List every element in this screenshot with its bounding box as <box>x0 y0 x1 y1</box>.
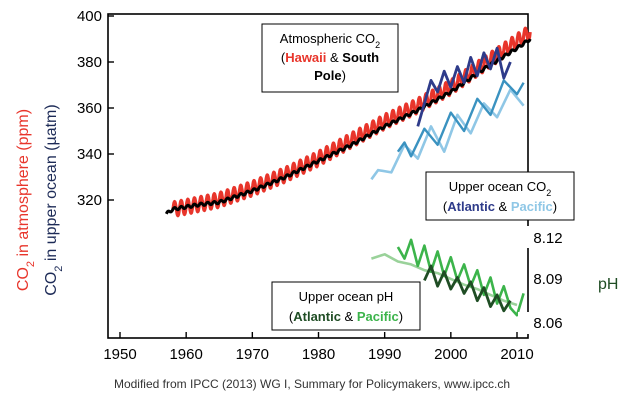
annotation-ocean-ph-line2: (Atlantic & Pacific) <box>289 309 403 324</box>
ph-tick-bg-0 <box>514 226 564 248</box>
annotation-ocean-co2-pacific: Pacific <box>511 199 553 214</box>
annotation-atmospheric-line3: Pole) <box>314 68 346 83</box>
annotation-ocean-co2-open: ( <box>443 199 448 214</box>
annotation-pole: Pole <box>314 68 341 83</box>
y-tick-label-3: 380 <box>77 54 102 71</box>
annotation-atmospheric: Atmospheric CO2 (Hawaii & South Pole) <box>261 23 399 93</box>
annotation-ocean-ph: Upper ocean pH (Atlantic & Pacific) <box>271 281 421 331</box>
y-label-atmosphere: CO2 in atmosphere (ppm) <box>15 109 37 291</box>
source-credit: Modified from IPCC (2013) WG I, Summary … <box>114 377 510 391</box>
annotation-atmospheric-open: ( <box>281 50 286 65</box>
y-label-ocean: CO2 in upper ocean (µatm) <box>43 104 65 295</box>
annotation-ocean-co2-amp: & <box>495 199 511 214</box>
ph-tick-bg-2 <box>518 312 570 334</box>
annotation-ocean-ph-close: ) <box>399 309 403 324</box>
series-south-pole <box>164 38 532 215</box>
annotation-ocean-co2-line1: Upper ocean CO2 <box>449 179 552 198</box>
y-tick-label-1: 340 <box>77 146 102 163</box>
series-pacific-co2 <box>370 88 525 181</box>
annotation-ocean-ph-open: ( <box>289 309 294 324</box>
annotation-ocean-ph-line1: Upper ocean pH <box>299 289 394 304</box>
y-axis-ticks: 320 340 360 380 400 <box>77 8 114 209</box>
x-tick-label-3: 1980 <box>302 346 335 363</box>
annotation-atmospheric-title: Atmospheric CO <box>280 31 375 46</box>
annotation-ocean-ph-atlantic: Atlantic <box>293 309 341 324</box>
y-tick-label-0: 320 <box>77 192 102 209</box>
annotation-ocean-ph-box <box>271 281 421 331</box>
x-axis-ticks: 1950 1960 1970 1980 1990 2000 2010 <box>103 332 534 363</box>
x-tick-label-1: 1960 <box>169 346 202 363</box>
y-label-atmosphere-rest: in atmosphere (ppm) <box>15 109 32 261</box>
ph-tick-label-1: 8.09 <box>533 271 562 288</box>
annotation-atmospheric-line1: Atmospheric CO2 <box>280 31 380 50</box>
annotation-ocean-ph-pacific: Pacific <box>357 309 399 324</box>
annotation-ocean-co2-box <box>425 171 575 221</box>
y-tick-label-4: 400 <box>77 8 102 25</box>
y-label-ocean-sub: 2 <box>53 266 65 272</box>
annotation-atmospheric-sub: 2 <box>375 40 380 50</box>
annotation-ocean-co2: Upper ocean CO2 (Atlantic & Pacific) <box>425 171 575 221</box>
annotation-ocean-ph-amp: & <box>341 309 357 324</box>
x-tick-label-5: 2000 <box>434 346 467 363</box>
ph-tick-label-0: 8.12 <box>533 230 562 247</box>
y-tick-label-2: 360 <box>77 100 102 117</box>
annotation-ocean-co2-sub: 2 <box>546 188 551 198</box>
annotation-atmospheric-box <box>261 23 399 93</box>
x-tick-label-0: 1950 <box>103 346 136 363</box>
annotation-atmospheric-line2: (Hawaii & South <box>281 50 379 65</box>
series-pacific-ph <box>396 238 525 317</box>
x-tick-label-6: 2010 <box>500 346 533 363</box>
ph-axis-ticks: 8.12 8.09 8.06 <box>514 226 570 334</box>
annotation-atmospheric-amp: & <box>326 50 342 65</box>
series-atlantic-co2 <box>416 46 512 127</box>
y-label-ocean-rest: in upper ocean (µatm) <box>43 104 60 265</box>
annotation-atmospheric-close: ) <box>342 68 346 83</box>
annotation-ocean-co2-line2: (Atlantic & Pacific) <box>443 199 557 214</box>
annotation-south-pole: South <box>342 50 379 65</box>
annotation-hawaii: Hawaii <box>285 50 326 65</box>
y-label-atmosphere-sub: 2 <box>25 261 37 267</box>
y-label-ph: pH <box>598 276 618 293</box>
y-label-ocean-main: CO <box>43 272 60 296</box>
annotation-ocean-co2-title: Upper ocean CO <box>449 179 547 194</box>
x-tick-label-2: 1970 <box>236 346 269 363</box>
series-atlantic-ph <box>423 264 512 313</box>
series-layer <box>164 26 532 317</box>
annotation-ocean-co2-close: ) <box>553 199 557 214</box>
series-pacific-co2-b <box>396 79 525 158</box>
annotation-ocean-co2-atlantic: Atlantic <box>447 199 495 214</box>
ph-tick-label-2: 8.06 <box>533 315 562 332</box>
x-tick-label-4: 1990 <box>368 346 401 363</box>
y-label-atmosphere-main: CO <box>15 267 32 291</box>
